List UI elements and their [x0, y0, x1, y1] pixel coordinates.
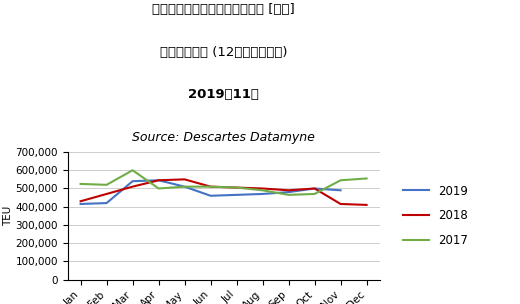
Line: 2017: 2017	[81, 170, 367, 195]
2018	[363, 203, 370, 207]
2018	[103, 192, 110, 196]
2019	[103, 201, 110, 205]
Text: 米国発アジア向けコンテナ輸送 [復航]: 米国発アジア向けコンテナ輸送 [復航]	[152, 3, 295, 16]
2019	[259, 192, 266, 196]
2019	[311, 187, 318, 190]
2017	[181, 185, 188, 188]
Legend: 2019, 2018, 2017: 2019, 2018, 2017	[398, 180, 473, 252]
2019	[155, 178, 162, 182]
2018	[155, 178, 162, 182]
2019	[233, 193, 240, 197]
2017	[233, 186, 240, 189]
2017	[337, 178, 344, 182]
2019	[181, 185, 188, 188]
2017	[155, 187, 162, 190]
2017	[103, 183, 110, 187]
2017	[285, 193, 292, 197]
2019	[285, 190, 292, 194]
Text: 2019年11月: 2019年11月	[188, 88, 259, 101]
2018	[129, 185, 136, 188]
2019	[129, 179, 136, 183]
2017	[129, 168, 136, 172]
2018	[337, 202, 344, 206]
2017	[363, 177, 370, 180]
2019	[207, 194, 214, 198]
2018	[207, 185, 214, 188]
2018	[77, 199, 84, 203]
Line: 2019: 2019	[81, 180, 341, 204]
2019	[77, 202, 84, 206]
2018	[181, 178, 188, 181]
2018	[311, 187, 318, 190]
2017	[311, 192, 318, 196]
2017	[77, 182, 84, 186]
Line: 2018: 2018	[81, 179, 367, 205]
2019	[337, 188, 344, 192]
2017	[207, 185, 214, 188]
2017	[259, 188, 266, 192]
2018	[259, 187, 266, 190]
2018	[233, 186, 240, 189]
2018	[285, 188, 292, 192]
Text: 月次トレンド (12ヶ月・３年間): 月次トレンド (12ヶ月・３年間)	[160, 46, 288, 59]
Text: Source: Descartes Datamyne: Source: Descartes Datamyne	[132, 131, 315, 144]
Y-axis label: TEU: TEU	[3, 206, 12, 226]
